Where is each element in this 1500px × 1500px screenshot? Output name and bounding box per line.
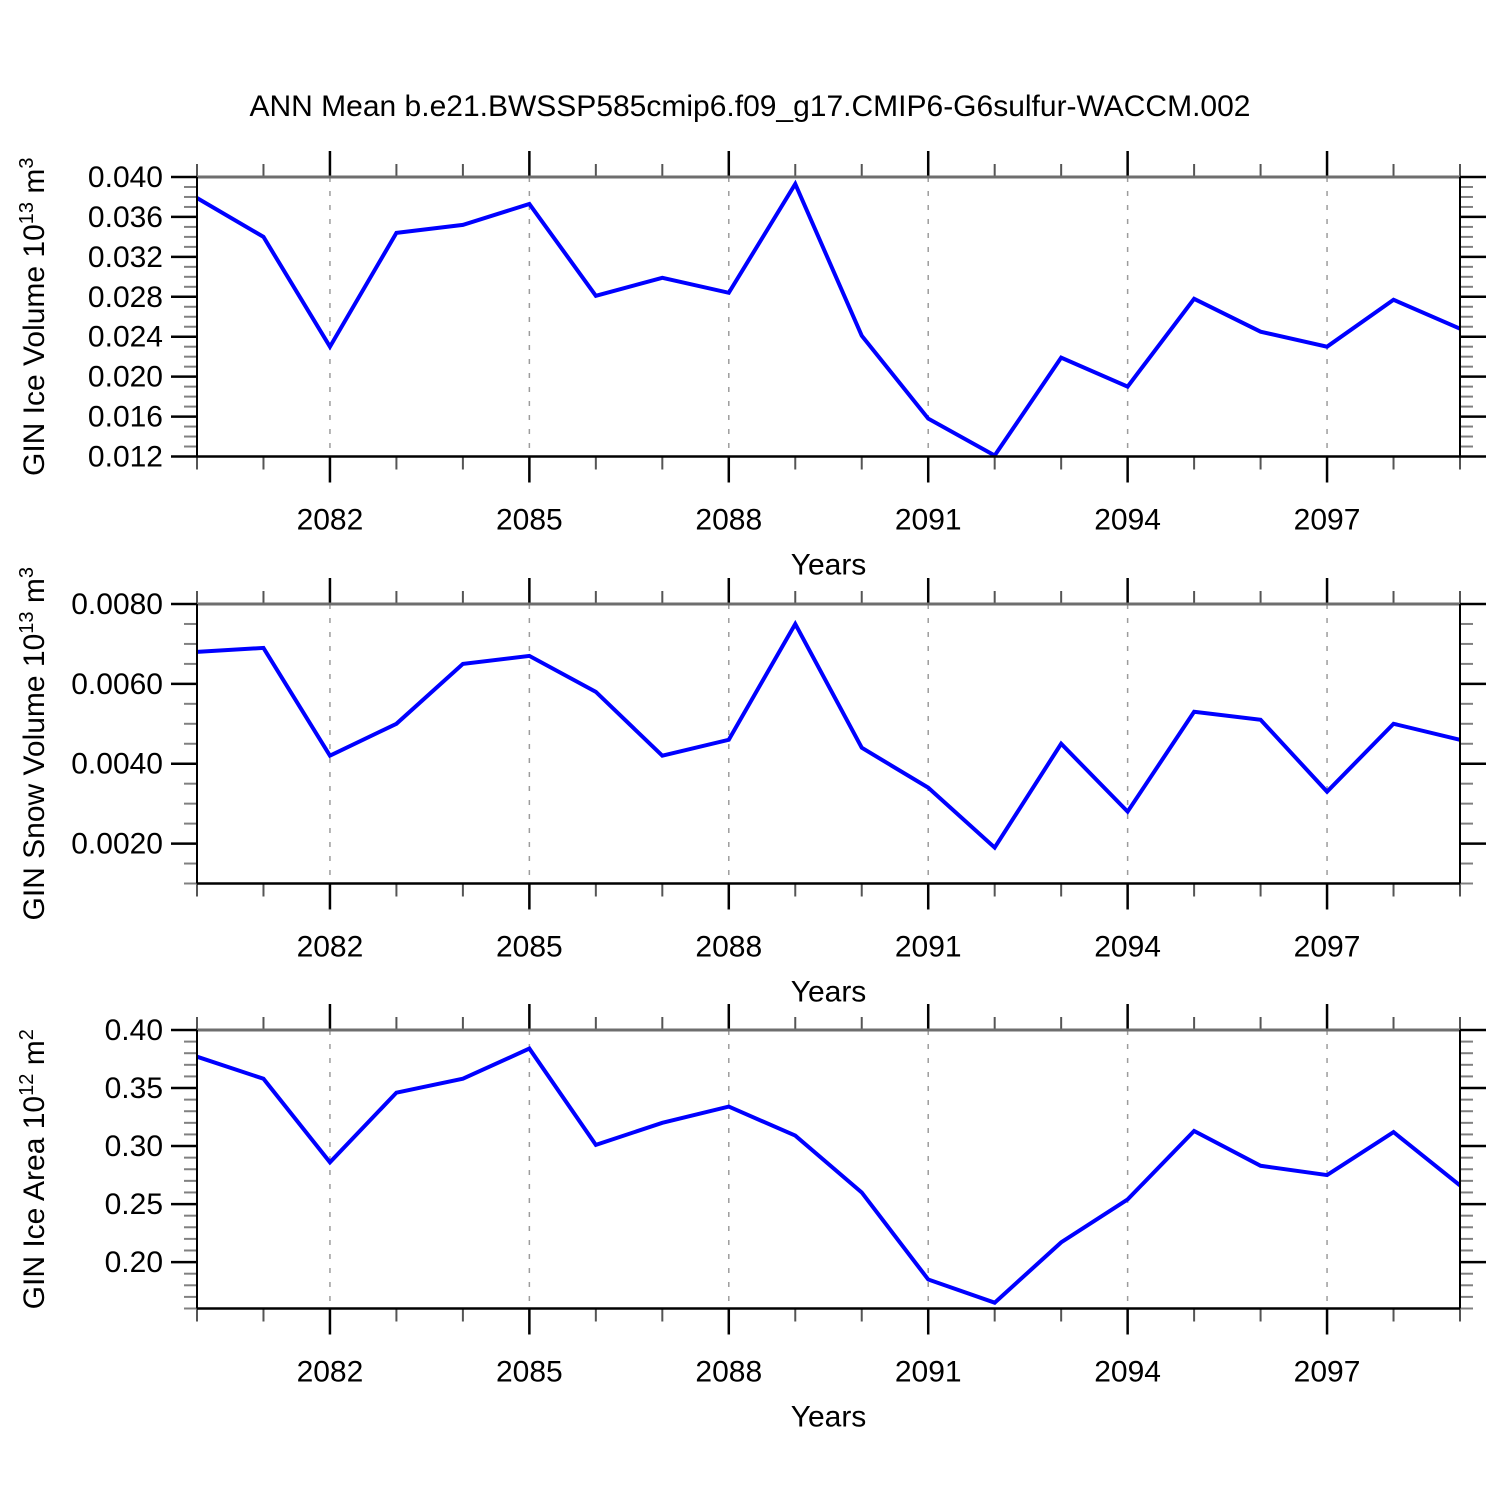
y-tick-label: 0.032 xyxy=(88,241,163,274)
x-tick-label: 2091 xyxy=(895,931,962,964)
chart-panel-2: 2082 2085 2088 2091 2094 2097 Years 0.0020 0.004… xyxy=(16,567,1486,1009)
x-tick-label: 2085 xyxy=(496,931,563,964)
x-axis-title: Years xyxy=(791,976,867,1009)
data-line xyxy=(196,1046,1462,1305)
y-tick-label: 0.0080 xyxy=(71,588,163,621)
x-axis-title: Years xyxy=(791,549,867,582)
x-tick-label: 2094 xyxy=(1094,931,1161,964)
y-tick-label: 0.0060 xyxy=(71,668,163,701)
x-tick-label: 2097 xyxy=(1294,504,1361,537)
x-tick-label: 2088 xyxy=(695,931,762,964)
x-tick-label: 2088 xyxy=(695,504,762,537)
data-line xyxy=(195,179,1461,459)
x-tick-label: 2097 xyxy=(1294,931,1361,964)
chart-panel-1: 2082 2085 2088 2091 2094 2097 Years 0.012 0.016 0… xyxy=(16,151,1486,582)
x-tick-label: 2082 xyxy=(297,1356,364,1389)
y-tick-label: 0.30 xyxy=(105,1130,163,1163)
x-tick-label: 2082 xyxy=(297,504,364,537)
y-axis-title: GIN Ice Area 1012 m2 xyxy=(16,1029,51,1309)
x-tick-label: 2085 xyxy=(496,504,563,537)
x-tick-label: 2094 xyxy=(1094,504,1161,537)
x-tick-label: 2091 xyxy=(895,504,962,537)
x-tick-label: 2085 xyxy=(496,1356,563,1389)
y-tick-label: 0.020 xyxy=(88,361,163,394)
y-tick-label: 0.036 xyxy=(88,201,163,234)
x-tick-label: 2094 xyxy=(1094,1356,1161,1389)
y-tick-label: 0.040 xyxy=(88,161,163,194)
x-tick-label: 2082 xyxy=(297,931,364,964)
y-tick-label: 0.0020 xyxy=(71,828,163,861)
y-tick-label: 0.35 xyxy=(105,1072,163,1105)
y-tick-label: 0.25 xyxy=(105,1188,163,1221)
y-tick-label: 0.024 xyxy=(88,321,163,354)
y-axis-title: GIN Ice Volume 1013 m3 xyxy=(16,158,51,477)
y-tick-label: 0.0040 xyxy=(71,748,163,781)
chart-panel-3: 2082 2085 2088 2091 2094 2097 Years 0.20 0.25 0.3… xyxy=(16,1004,1486,1434)
y-tick-label: 0.028 xyxy=(88,281,163,314)
y-tick-label: 0.016 xyxy=(88,401,163,434)
y-tick-label: 0.40 xyxy=(105,1014,163,1047)
x-tick-label: 2091 xyxy=(895,1356,962,1389)
figure-title: ANN Mean b.e21.BWSSP585cmip6.f09_g17.CMI… xyxy=(249,90,1251,123)
x-tick-label: 2088 xyxy=(695,1356,762,1389)
y-tick-label: 0.20 xyxy=(105,1246,163,1279)
x-tick-label: 2097 xyxy=(1294,1356,1361,1389)
y-tick-label: 0.012 xyxy=(88,441,163,474)
x-axis-title: Years xyxy=(791,1401,867,1434)
data-line xyxy=(196,619,1461,851)
y-axis-title: GIN Snow Volume 1013 m3 xyxy=(16,567,51,921)
